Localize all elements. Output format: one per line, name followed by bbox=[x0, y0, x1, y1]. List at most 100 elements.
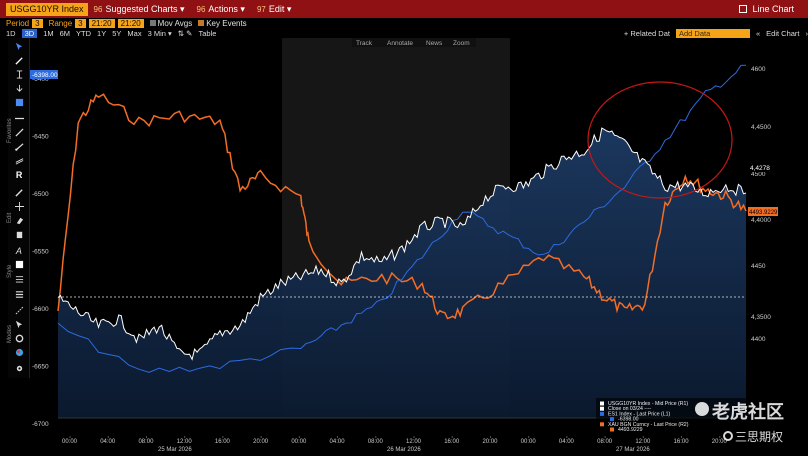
trash-icon[interactable] bbox=[15, 230, 24, 239]
date-label: 25 Mar 2026 bbox=[158, 447, 192, 453]
brush-icon[interactable] bbox=[15, 188, 24, 197]
line-chart-button[interactable]: Line Chart bbox=[733, 0, 800, 18]
gold-price-tag-text: 4493.9229 bbox=[749, 210, 778, 216]
edit-menu[interactable]: 97 Edit ▾ bbox=[251, 0, 297, 18]
left-tick-label: -6600 bbox=[32, 306, 49, 313]
period-ytd[interactable]: YTD bbox=[76, 28, 92, 38]
range-start-input[interactable]: 21:20 bbox=[88, 18, 115, 28]
right-tick-label: 4,4000 bbox=[751, 217, 771, 224]
left-tick-label: -6700 bbox=[32, 421, 49, 428]
modes-side-label: Modes bbox=[7, 324, 13, 343]
key-events-label: Key Events bbox=[206, 18, 247, 28]
settings-gear-icon[interactable] bbox=[15, 364, 24, 373]
edit-label: Edit ▾ bbox=[268, 3, 292, 14]
period-1y[interactable]: 1Y bbox=[97, 28, 107, 38]
left-tick-label: -6500 bbox=[32, 191, 49, 198]
related-data-button[interactable]: + Related Dat bbox=[623, 28, 670, 38]
cycle-mode-icon[interactable] bbox=[15, 334, 24, 343]
ticker-field[interactable]: USGG10YR Index bbox=[6, 2, 88, 16]
time-tick-label: 16:00 bbox=[444, 439, 460, 445]
channel-icon[interactable] bbox=[15, 156, 24, 165]
svg-text:A: A bbox=[15, 246, 22, 255]
cursor-icon[interactable] bbox=[15, 42, 24, 51]
arrow-down-icon[interactable] bbox=[15, 84, 24, 93]
annotation-circle[interactable] bbox=[587, 81, 733, 199]
track-tool[interactable]: Track bbox=[356, 40, 373, 47]
legend-entry: 4493.9229 bbox=[618, 427, 643, 433]
pen-icon[interactable] bbox=[15, 56, 24, 65]
legend-entry: ES1 Index - Last Price (L1) bbox=[608, 411, 671, 417]
r-tool-icon[interactable]: R bbox=[15, 170, 24, 179]
chart-area[interactable]: Track Annotate News Zoom -6400 -6450 -6500… bbox=[30, 38, 808, 456]
time-tick-label: 20:00 bbox=[712, 439, 728, 445]
controls-row: Period 3 Range 3 21:20 21:20 Mov Avgs Ke… bbox=[0, 18, 808, 28]
period-6m[interactable]: 6M bbox=[59, 28, 71, 38]
eraser-icon[interactable] bbox=[15, 216, 24, 225]
suggested-charts-label: Suggested Charts ▾ bbox=[105, 3, 185, 14]
legend-swatch bbox=[600, 406, 604, 411]
text-cursor-icon[interactable] bbox=[15, 70, 24, 79]
series-line-xau-bgn-curncy[interactable] bbox=[57, 93, 747, 320]
chart-toolbar: Track Annotate News Zoom bbox=[352, 38, 476, 47]
suggested-charts-menu[interactable]: 96 Suggested Charts ▾ bbox=[88, 0, 191, 18]
series-line-usgg10yr-index[interactable] bbox=[57, 127, 747, 361]
line-style-icon[interactable] bbox=[15, 274, 24, 283]
right-tick-label: 4500 bbox=[751, 171, 766, 178]
bar-icon[interactable] bbox=[15, 98, 24, 107]
legend-swatch bbox=[600, 422, 604, 427]
period-3d[interactable]: 3D bbox=[21, 28, 38, 38]
period-1m[interactable]: 1M bbox=[43, 28, 54, 38]
mov-avgs-toggle[interactable]: Mov Avgs bbox=[149, 18, 193, 28]
date-label: 26 Mar 2026 bbox=[387, 447, 421, 453]
yield-price-tag bbox=[748, 163, 778, 172]
edit-side-label: Edit bbox=[7, 212, 13, 223]
news-tool[interactable]: News bbox=[426, 40, 443, 47]
edit-chart-button[interactable]: Edit Chart bbox=[766, 28, 800, 38]
period-1d[interactable]: 1D bbox=[6, 28, 16, 38]
price-chart[interactable]: Track Annotate News Zoom -6400 -6450 -6500… bbox=[30, 38, 808, 456]
axis-layer: -6400 -6450 -6500 -6550 -6600 -6650 -6700 4600 4… bbox=[32, 66, 771, 453]
expand-icon[interactable]: › bbox=[805, 28, 808, 38]
add-data-input[interactable]: Add Data bbox=[675, 28, 750, 38]
period-label: Period bbox=[6, 18, 30, 28]
line-weight-icon[interactable] bbox=[15, 290, 24, 299]
wechat-icon bbox=[723, 431, 733, 441]
time-tick-label: 12:00 bbox=[177, 439, 193, 445]
period-max[interactable]: Max bbox=[127, 28, 142, 38]
legend-swatch bbox=[600, 411, 604, 416]
range-input[interactable]: 3 bbox=[75, 18, 86, 28]
trendline-icon[interactable] bbox=[15, 128, 24, 137]
left-tick-label: -6650 bbox=[32, 364, 49, 371]
zoom-tool[interactable]: Zoom bbox=[453, 40, 470, 47]
mov-avgs-label: Mov Avgs bbox=[157, 18, 193, 28]
ray-icon[interactable] bbox=[15, 142, 24, 151]
actions-menu[interactable]: 96 Actions ▾ bbox=[191, 0, 251, 18]
legend-box bbox=[596, 398, 746, 432]
key-events-toggle[interactable]: Key Events bbox=[198, 18, 247, 28]
interval-select[interactable]: 3 Min ▾ bbox=[147, 28, 172, 38]
dashed-line-icon[interactable] bbox=[15, 306, 24, 315]
fill-box-icon[interactable] bbox=[15, 260, 24, 269]
annotate-tool[interactable]: Annotate bbox=[387, 40, 413, 47]
time-tick-label: 12:00 bbox=[635, 439, 651, 445]
series-line-es1-index[interactable] bbox=[57, 64, 747, 373]
pointer-mode-icon[interactable] bbox=[15, 320, 24, 329]
table-button[interactable]: Table bbox=[198, 28, 217, 38]
move-icon[interactable] bbox=[15, 202, 24, 211]
collapse-icon[interactable]: « bbox=[755, 28, 761, 38]
yield-area-fill bbox=[58, 128, 746, 418]
legend-swatch bbox=[610, 417, 614, 422]
menu-number: 96 bbox=[196, 4, 206, 14]
right-tick-label: 4,4500 bbox=[751, 124, 771, 131]
chart-settings-icon[interactable]: ⇅ ✎ bbox=[177, 28, 193, 38]
hline-icon[interactable] bbox=[15, 114, 24, 123]
range-end-input[interactable]: 21:20 bbox=[117, 18, 144, 28]
text-tool-icon[interactable]: A bbox=[15, 246, 24, 255]
legend-entry: USGG10YR Index - Mid Price (R1) bbox=[608, 401, 688, 407]
color-palette-icon[interactable] bbox=[15, 348, 24, 357]
period-5y[interactable]: 5Y bbox=[112, 28, 122, 38]
period-input[interactable]: 3 bbox=[32, 18, 43, 28]
external-link-icon bbox=[739, 5, 748, 13]
legend-swatch bbox=[600, 401, 604, 406]
right-tick-label: 4400 bbox=[751, 336, 766, 343]
